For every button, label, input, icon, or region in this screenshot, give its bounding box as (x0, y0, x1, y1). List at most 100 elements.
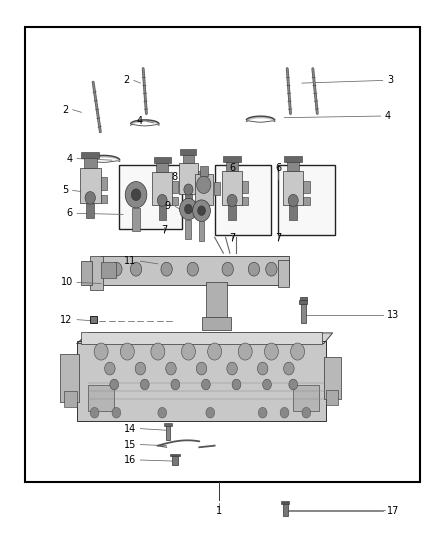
Circle shape (131, 262, 142, 276)
Bar (101, 195, 107, 203)
Circle shape (227, 195, 237, 207)
Bar (172, 181, 178, 193)
Text: 8: 8 (171, 172, 177, 182)
Circle shape (135, 362, 146, 375)
Bar (201, 205, 207, 217)
Bar (172, 197, 178, 205)
Bar (242, 181, 248, 193)
Text: 13: 13 (387, 310, 399, 320)
Bar (206, 282, 227, 322)
Circle shape (85, 191, 95, 204)
Bar (164, 423, 172, 426)
Circle shape (238, 343, 252, 360)
Bar (77, 341, 326, 421)
Circle shape (265, 343, 279, 360)
Bar (278, 260, 289, 287)
Text: 4: 4 (385, 111, 391, 121)
Text: 7: 7 (229, 233, 235, 244)
Circle shape (181, 343, 195, 360)
Bar (278, 165, 335, 235)
Circle shape (197, 176, 211, 193)
Bar (284, 156, 302, 163)
Bar (166, 424, 170, 440)
Bar (159, 205, 166, 220)
Circle shape (161, 262, 172, 276)
Bar (282, 502, 289, 504)
Bar (81, 152, 99, 158)
Bar (170, 454, 180, 456)
Circle shape (180, 198, 197, 220)
Circle shape (193, 200, 210, 221)
Circle shape (206, 407, 215, 418)
Text: 6: 6 (275, 163, 281, 173)
Text: 10: 10 (60, 278, 73, 287)
Circle shape (232, 379, 241, 390)
Text: 7: 7 (275, 233, 281, 244)
Bar (152, 172, 172, 205)
Bar (300, 297, 307, 300)
Circle shape (288, 195, 298, 207)
Circle shape (112, 407, 121, 418)
Bar (194, 174, 213, 205)
Circle shape (290, 343, 304, 360)
Text: 9: 9 (165, 201, 171, 212)
Circle shape (280, 407, 289, 418)
Circle shape (94, 343, 108, 360)
Bar (86, 203, 94, 219)
Bar (180, 149, 197, 155)
Bar (185, 193, 192, 208)
Circle shape (157, 195, 167, 206)
Circle shape (284, 362, 294, 375)
Bar (223, 156, 241, 163)
Bar (84, 155, 97, 168)
Bar (214, 182, 220, 195)
Bar (172, 455, 177, 465)
Circle shape (248, 262, 260, 276)
Circle shape (184, 184, 193, 195)
Circle shape (302, 407, 311, 418)
Text: 4: 4 (137, 116, 143, 126)
Bar (226, 159, 238, 172)
Text: 2: 2 (123, 76, 130, 85)
Circle shape (141, 379, 149, 390)
Bar (198, 172, 203, 183)
Text: 14: 14 (124, 424, 136, 434)
Bar (303, 197, 310, 205)
Circle shape (258, 362, 268, 375)
Circle shape (171, 379, 180, 390)
Bar (101, 177, 107, 190)
Bar (287, 159, 300, 172)
Circle shape (258, 407, 267, 418)
Bar (179, 163, 198, 193)
Bar (283, 503, 288, 516)
Bar (228, 205, 236, 220)
Bar (299, 300, 307, 304)
Circle shape (125, 182, 147, 208)
Bar (90, 256, 103, 290)
Bar (283, 172, 303, 205)
Circle shape (151, 343, 165, 360)
Circle shape (201, 379, 210, 390)
Text: 7: 7 (161, 225, 168, 236)
Text: 2: 2 (62, 104, 68, 115)
Bar (101, 262, 117, 278)
Circle shape (196, 362, 207, 375)
Text: 15: 15 (124, 440, 136, 450)
Bar (198, 187, 203, 193)
Bar (303, 181, 310, 193)
Circle shape (289, 379, 297, 390)
Bar (132, 208, 140, 231)
Bar (64, 391, 77, 407)
Bar (185, 220, 191, 239)
Circle shape (222, 262, 233, 276)
Circle shape (131, 189, 141, 200)
Bar (25, 27, 420, 482)
Circle shape (263, 379, 272, 390)
Bar (200, 166, 208, 176)
Bar (326, 390, 338, 405)
Text: 1: 1 (216, 506, 222, 516)
Text: 17: 17 (387, 506, 399, 516)
Text: 6: 6 (229, 163, 235, 173)
Circle shape (184, 204, 192, 214)
Text: 11: 11 (124, 256, 136, 266)
